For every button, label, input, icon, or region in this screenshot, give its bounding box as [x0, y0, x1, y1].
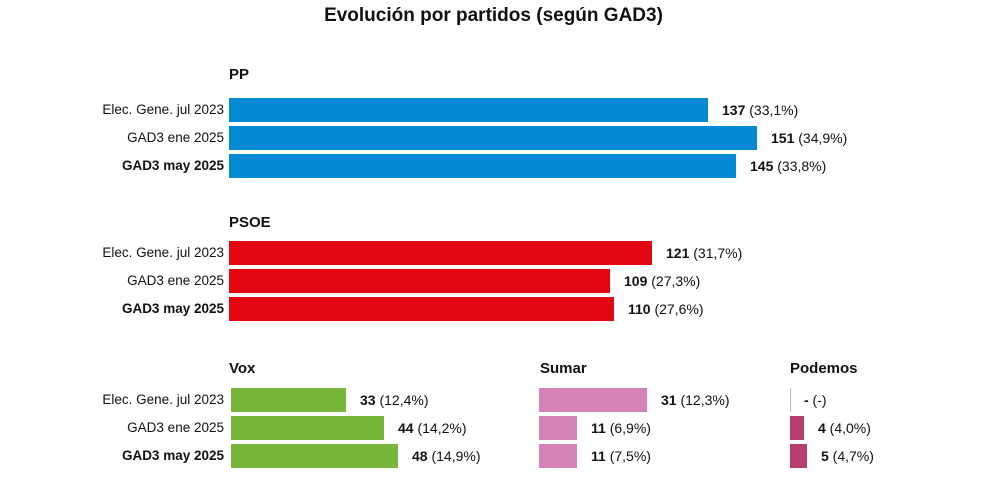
- seat-value: 121: [666, 245, 690, 261]
- seat-value: 4: [818, 420, 826, 436]
- category-label: GAD3 may 2025: [121, 448, 224, 463]
- data-label: 48 (14,9%): [412, 448, 481, 464]
- series-label-psoe: PSOE: [229, 214, 271, 231]
- category-label: GAD3 ene 2025: [127, 420, 224, 435]
- bar-sumar: [539, 444, 577, 468]
- data-label: 109 (27,3%): [624, 273, 700, 289]
- percent-value: (4,0%): [825, 420, 871, 436]
- bar-podemos: [790, 388, 791, 412]
- percent-value: (33,1%): [745, 102, 799, 118]
- percent-value: (-): [808, 392, 827, 408]
- data-label: 11 (6,9%): [591, 420, 651, 436]
- seat-value: 11: [591, 420, 606, 436]
- series-label-vox: Vox: [229, 360, 256, 377]
- percent-value: (7,5%): [605, 448, 651, 464]
- data-label: 137 (33,1%): [722, 102, 798, 118]
- bar-pp: [229, 154, 736, 178]
- percent-value: (12,3%): [676, 392, 730, 408]
- percent-value: (27,6%): [650, 301, 704, 317]
- seat-value: 145: [750, 158, 774, 174]
- percent-value: (4,7%): [828, 448, 874, 464]
- bar-podemos: [790, 444, 807, 468]
- seat-value: 44: [398, 420, 414, 436]
- percent-value: (33,8%): [773, 158, 827, 174]
- category-label: Elec. Gene. jul 2023: [102, 392, 224, 407]
- seat-value: 109: [624, 273, 648, 289]
- seat-value: 110: [628, 301, 651, 317]
- seat-value: -: [804, 392, 809, 408]
- percent-value: (6,9%): [605, 420, 651, 436]
- data-label: 11 (7,5%): [591, 448, 651, 464]
- seat-value: 31: [661, 392, 677, 408]
- seat-value: 48: [412, 448, 428, 464]
- data-label: 145 (33,8%): [750, 158, 826, 174]
- bar-psoe: [229, 241, 652, 265]
- seat-value: 33: [360, 392, 376, 408]
- bar-vox: [231, 416, 384, 440]
- category-label: Elec. Gene. jul 2023: [102, 245, 224, 260]
- category-label: GAD3 ene 2025: [127, 130, 224, 145]
- seat-value: 5: [821, 448, 829, 464]
- data-label: 121 (31,7%): [666, 245, 742, 261]
- chart-title: Evolución por partidos (según GAD3): [324, 5, 663, 26]
- percent-value: (14,9%): [427, 448, 481, 464]
- data-label: 31 (12,3%): [661, 392, 730, 408]
- category-label: GAD3 ene 2025: [127, 273, 224, 288]
- data-label: 110 (27,6%): [628, 301, 704, 317]
- seat-value: 11: [591, 448, 606, 464]
- category-label: GAD3 may 2025: [121, 158, 224, 173]
- bar-vox: [231, 444, 398, 468]
- bar-pp: [229, 126, 757, 150]
- bar-sumar: [539, 388, 647, 412]
- series-label-pp: PP: [229, 66, 250, 83]
- percent-value: (34,9%): [794, 130, 848, 146]
- series-label-podemos: Podemos: [790, 360, 858, 377]
- seat-value: 151: [771, 130, 795, 146]
- bar-podemos: [790, 416, 804, 440]
- percent-value: (31,7%): [689, 245, 743, 261]
- data-label: 5 (4,7%): [821, 448, 874, 464]
- category-label: Elec. Gene. jul 2023: [102, 102, 224, 117]
- percent-value: (12,4%): [375, 392, 429, 408]
- data-label: 33 (12,4%): [360, 392, 429, 408]
- bar-sumar: [539, 416, 577, 440]
- percent-value: (27,3%): [647, 273, 701, 289]
- data-label: 4 (4,0%): [818, 420, 871, 436]
- data-label: 44 (14,2%): [398, 420, 467, 436]
- bar-psoe: [229, 269, 610, 293]
- bar-pp: [229, 98, 708, 122]
- data-label: 151 (34,9%): [771, 130, 847, 146]
- bar-vox: [231, 388, 346, 412]
- percent-value: (14,2%): [413, 420, 467, 436]
- bar-psoe: [229, 297, 614, 321]
- seat-value: 137: [722, 102, 746, 118]
- series-label-sumar: Sumar: [540, 360, 587, 377]
- category-label: GAD3 may 2025: [121, 301, 224, 316]
- data-label: - (-): [804, 392, 827, 408]
